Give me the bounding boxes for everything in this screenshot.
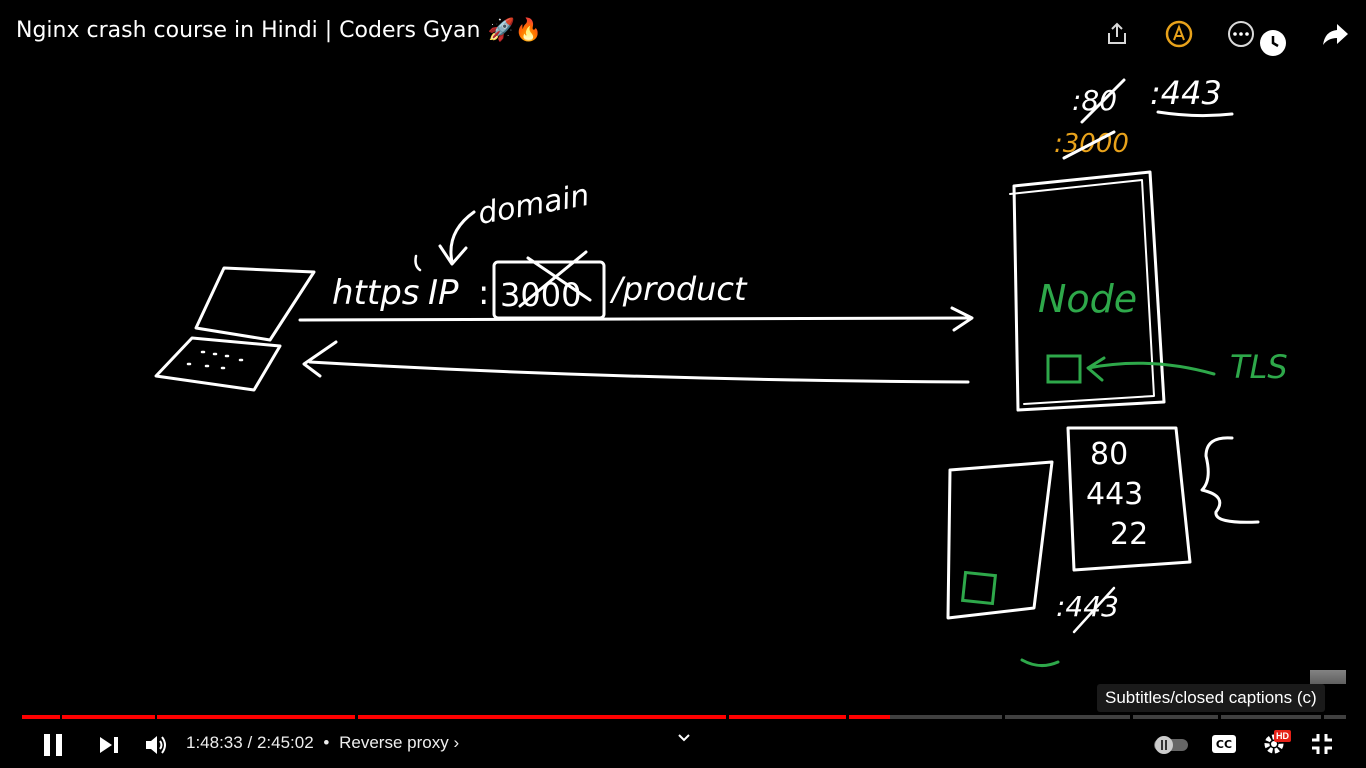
- chapter-title: Reverse proxy: [339, 733, 449, 752]
- hd-badge: HD: [1274, 730, 1291, 742]
- ports-list-sketch: 80 443 22: [1066, 426, 1260, 572]
- watch-later-icon[interactable]: [1256, 26, 1290, 60]
- chapter-segment[interactable]: [1324, 715, 1346, 719]
- chapter-segment[interactable]: [1221, 715, 1321, 719]
- autoplay-toggle-icon: [1154, 736, 1188, 754]
- svg-text:domain: domain: [475, 178, 592, 232]
- server-label: Node: [1038, 277, 1137, 321]
- chapter-segment[interactable]: [1133, 715, 1218, 719]
- captions-tooltip: Subtitles/closed captions (c): [1097, 684, 1325, 712]
- pause-button[interactable]: [36, 728, 70, 762]
- url-port: 3000: [500, 276, 581, 314]
- time-display: 1:48:33 / 2:45:02 • Reverse proxy ›: [186, 733, 459, 753]
- chevron-down-icon: [678, 734, 690, 742]
- duration: 2:45:02: [256, 733, 314, 752]
- second-server-tls-square: [960, 570, 998, 606]
- captions-icon: CC: [1212, 735, 1236, 753]
- progress-bar[interactable]: [22, 715, 1346, 719]
- video-title: Nginx crash course in Hindi | Coders Gya…: [16, 18, 543, 43]
- autoplay-toggle[interactable]: [1150, 730, 1192, 758]
- domain-note: domain: [414, 178, 592, 272]
- url-scheme: https: [332, 273, 420, 313]
- response-arrow: [302, 340, 970, 384]
- chapter-bullet: •: [323, 733, 330, 752]
- exit-fullscreen-icon: [1312, 734, 1332, 754]
- chapter-segment[interactable]: [358, 715, 726, 719]
- current-time: 1:48:33: [186, 733, 243, 752]
- player-controls: 1:48:33 / 2:45:02 • Reverse proxy › CC H…: [0, 724, 1366, 764]
- url-colon: :: [478, 273, 489, 313]
- chapter-segment[interactable]: [62, 715, 155, 719]
- next-button[interactable]: [92, 728, 126, 762]
- tls-label: TLS: [1230, 348, 1288, 386]
- time-separator: /: [247, 733, 253, 752]
- next-icon: [100, 737, 118, 753]
- chapter-segment-current[interactable]: [849, 715, 1002, 719]
- chapter-segment[interactable]: [729, 715, 846, 719]
- url-path: /product: [609, 270, 748, 308]
- port-item-443: 443: [1086, 477, 1143, 512]
- second-server-sketch: :443: [946, 460, 1119, 667]
- settings-button[interactable]: HD: [1256, 728, 1292, 760]
- port-cross-mark: [518, 250, 592, 308]
- volume-icon: [146, 736, 166, 754]
- share-icon[interactable]: [1100, 17, 1134, 51]
- chapter-segment[interactable]: [157, 715, 355, 719]
- chapter-title-button[interactable]: Reverse proxy ›: [339, 733, 459, 752]
- tls-arrow: [1086, 356, 1216, 382]
- new-port-443: :443: [1150, 74, 1222, 112]
- laptop-sketch: [154, 266, 316, 392]
- forward-share-icon[interactable]: [1318, 17, 1352, 51]
- old-port-80: :80: [1072, 84, 1117, 117]
- ports-brace: [1200, 436, 1260, 524]
- exit-fullscreen-button[interactable]: [1306, 728, 1338, 760]
- corner-thumbnail: [1310, 670, 1346, 684]
- chapter-arrow: ›: [453, 733, 460, 752]
- request-arrow: [298, 306, 974, 332]
- server-ports-annotation: :80 :443 :3000: [1054, 74, 1234, 160]
- pause-icon: [44, 734, 62, 756]
- captions-button[interactable]: CC: [1208, 730, 1240, 758]
- expand-chevron-button[interactable]: [672, 726, 696, 750]
- chapter-segment[interactable]: [22, 715, 60, 719]
- annotate-icon[interactable]: [1162, 17, 1196, 51]
- top-overlay-icons: [1100, 8, 1352, 60]
- url-ip: IP: [428, 273, 459, 313]
- port-box: [492, 260, 606, 320]
- chapter-segment[interactable]: [1005, 715, 1130, 719]
- port-item-22: 22: [1110, 517, 1148, 552]
- volume-button[interactable]: [140, 728, 174, 762]
- url-annotation: https IP : 3000 /product: [332, 250, 748, 320]
- server-node-sketch: Node TLS: [1009, 170, 1288, 412]
- more-icon[interactable]: [1224, 17, 1258, 51]
- tls-cert-square: [1046, 354, 1082, 384]
- port-item-80: 80: [1090, 437, 1128, 472]
